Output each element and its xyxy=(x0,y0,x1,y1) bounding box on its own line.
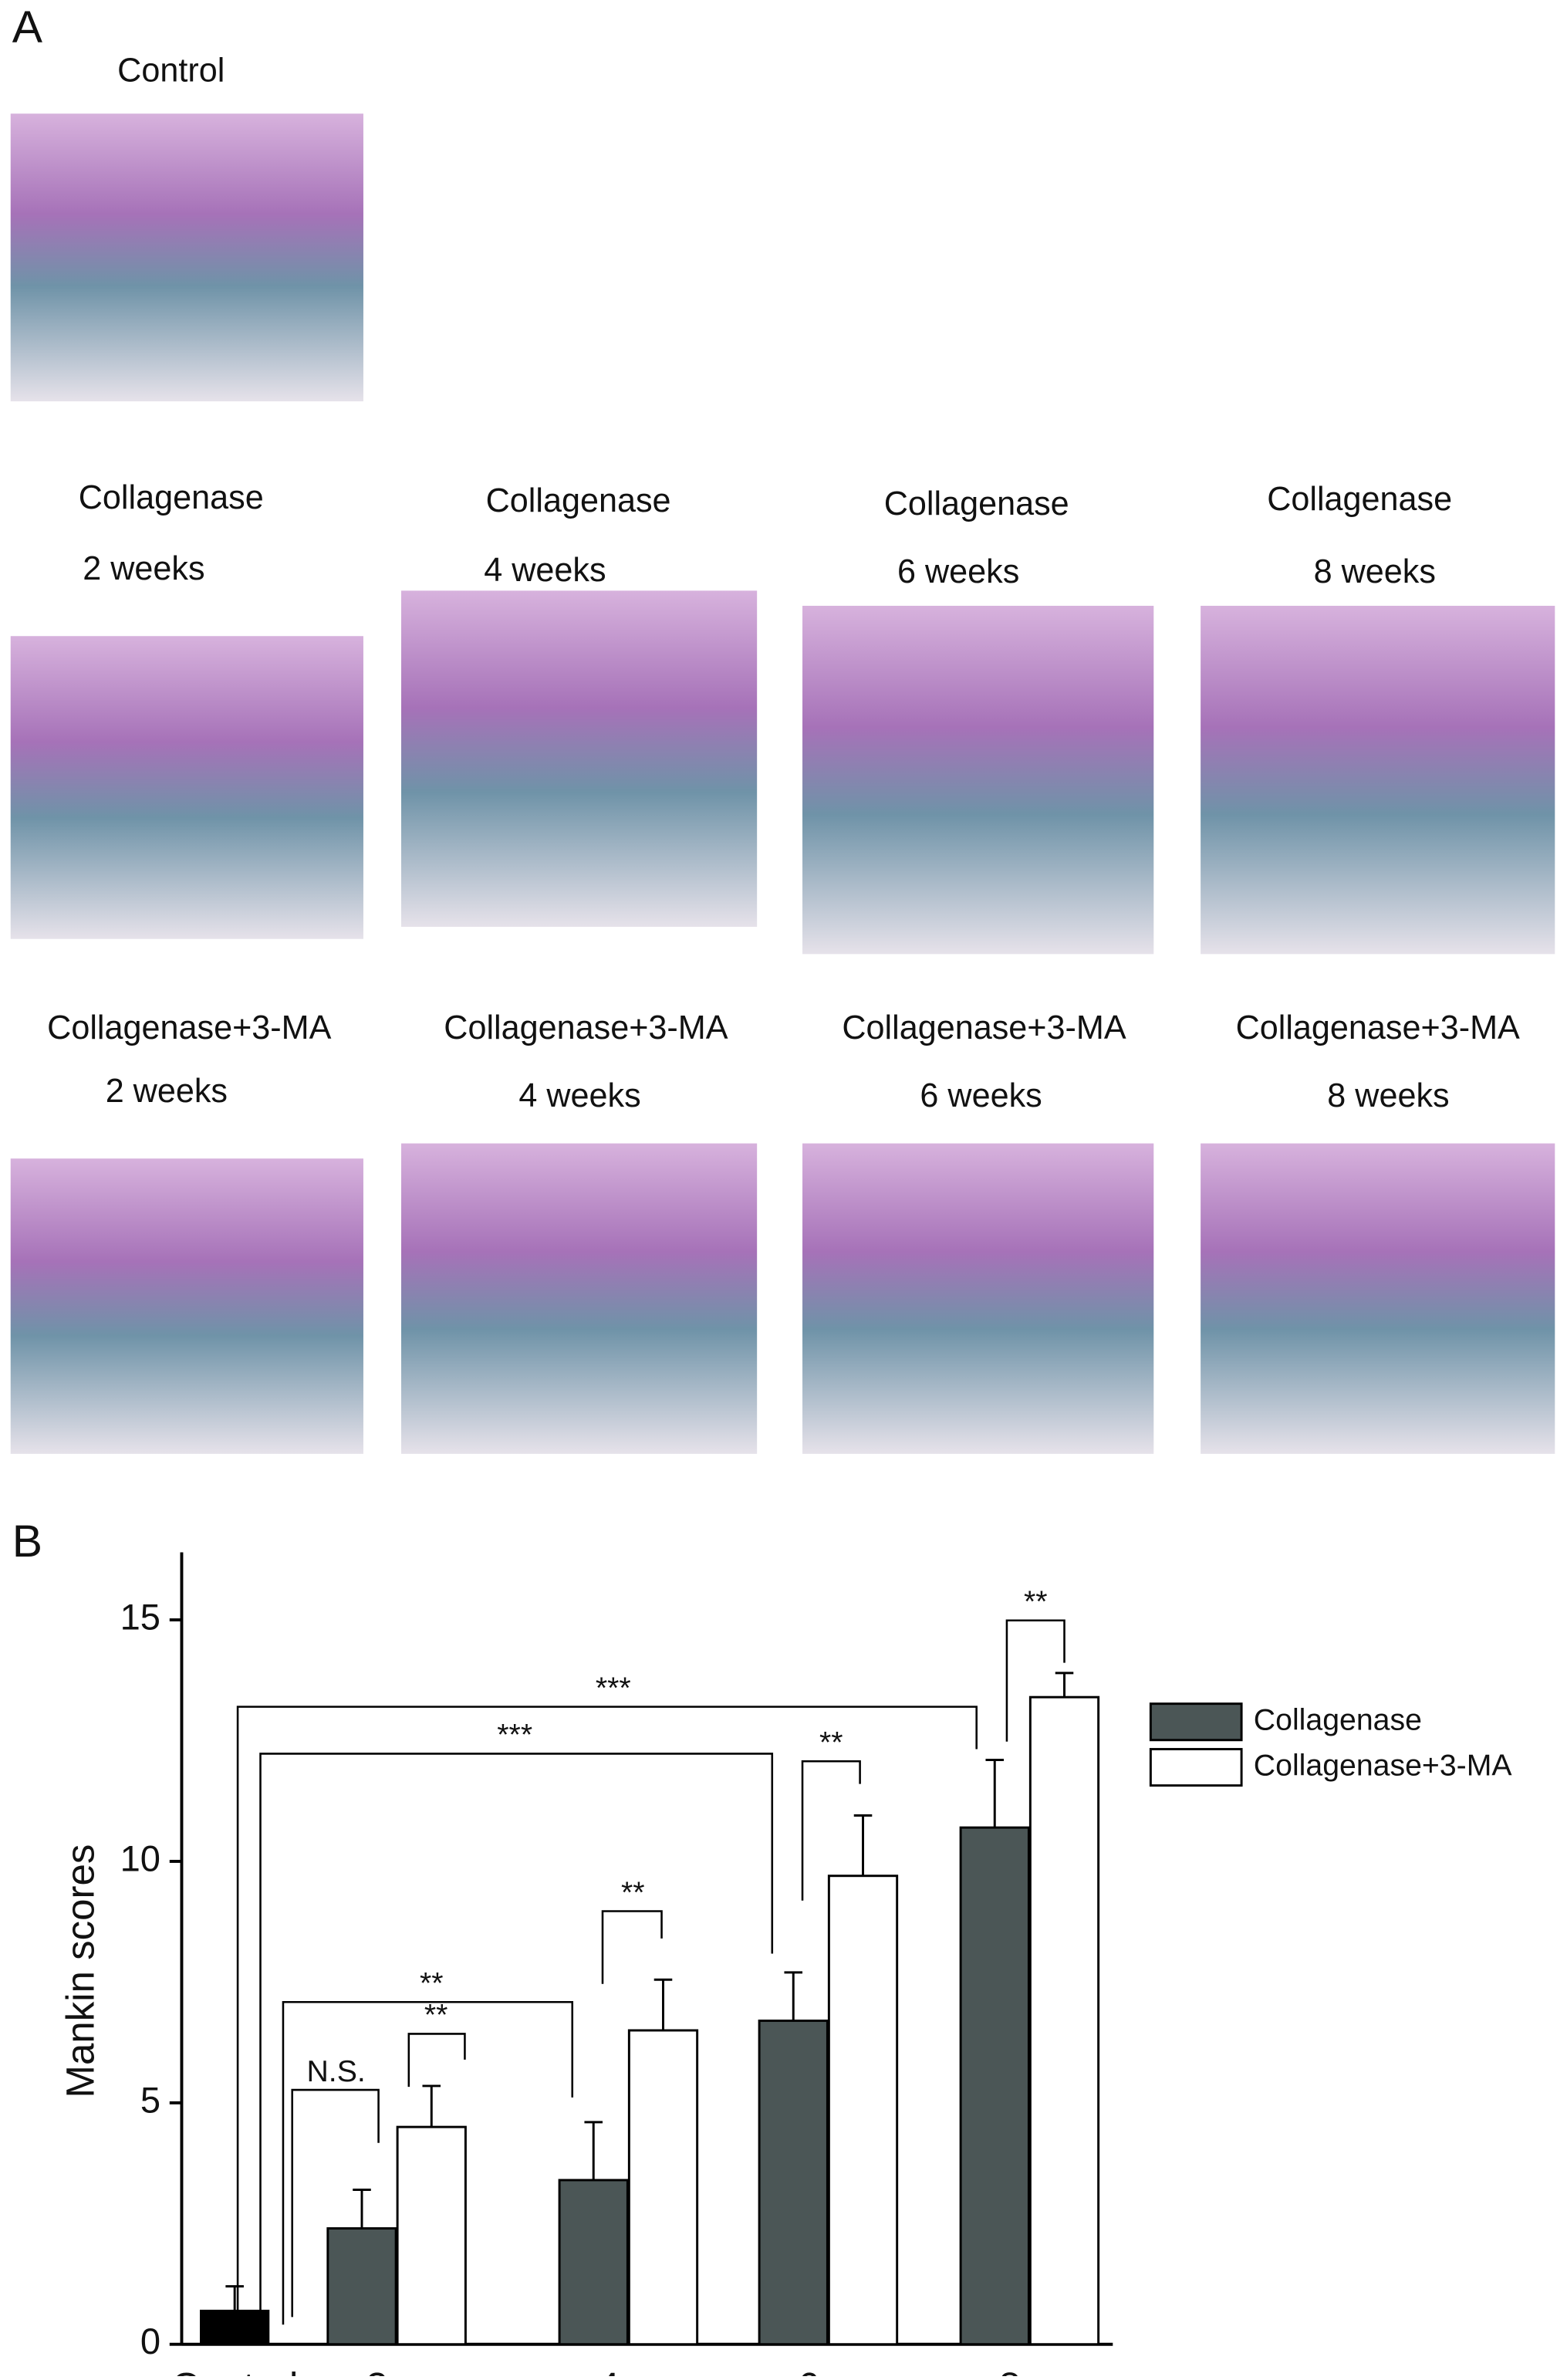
image-caption: 6 weeks xyxy=(897,553,1019,590)
y-tick-label: 0 xyxy=(140,2321,160,2361)
image-caption: Collagenase xyxy=(1267,481,1452,518)
histology-image xyxy=(401,1143,758,1454)
significance-label: ** xyxy=(1024,1585,1048,1619)
legend-label: Collagenase xyxy=(1254,1703,1422,1737)
bar xyxy=(326,2227,397,2346)
bar xyxy=(1028,1695,1100,2346)
y-tick-label: 5 xyxy=(140,2079,160,2120)
significance-bracket xyxy=(282,2000,574,2325)
image-caption: Control xyxy=(117,52,225,90)
y-axis-label: Mankin scores xyxy=(58,1844,102,2098)
panel-label: B xyxy=(12,1516,42,1567)
histology-image xyxy=(10,113,363,402)
significance-label: ** xyxy=(420,1966,444,2000)
bar xyxy=(959,1826,1030,2346)
image-caption: Collagenase xyxy=(884,485,1069,522)
significance-label: ** xyxy=(819,1726,843,1760)
legend-label: Collagenase+3-MA xyxy=(1254,1748,1513,1782)
y-tick-label: 10 xyxy=(120,1837,160,1878)
significance-bracket xyxy=(291,2088,380,2317)
significance-bracket xyxy=(236,1706,978,2325)
bar xyxy=(396,2125,467,2346)
significance-bracket xyxy=(1005,1619,1065,1742)
image-caption: 2 weeks xyxy=(83,550,204,587)
panel-label: A xyxy=(12,2,43,52)
histology-image xyxy=(802,1143,1154,1454)
significance-label: *** xyxy=(596,1671,631,1705)
image-caption: 4 weeks xyxy=(484,552,606,589)
image-caption: 4 weeks xyxy=(518,1077,640,1114)
x-tick-label: 6 w xyxy=(798,2365,859,2376)
image-caption: 2 weeks xyxy=(106,1073,228,1110)
image-caption: 8 weeks xyxy=(1314,553,1436,590)
bar xyxy=(827,1875,899,2346)
histology-image xyxy=(1201,1143,1555,1454)
bar xyxy=(558,2179,629,2346)
histology-image xyxy=(802,605,1154,955)
histology-image xyxy=(10,636,363,939)
x-tick-label: 8 w xyxy=(999,2365,1061,2376)
histology-image xyxy=(10,1158,363,1454)
significance-label: *** xyxy=(497,1718,532,1752)
significance-bracket xyxy=(801,1760,861,1901)
image-caption: 8 weeks xyxy=(1327,1077,1449,1114)
image-caption: Collagenase xyxy=(486,482,671,519)
significance-label: ** xyxy=(424,1998,448,2032)
image-caption: Collagenase+3-MA xyxy=(1236,1009,1520,1046)
legend-swatch xyxy=(1149,1702,1243,1742)
x-tick-label: 2 w xyxy=(366,2365,427,2376)
image-caption: Collagenase+3-MA xyxy=(47,1009,331,1046)
significance-bracket xyxy=(601,1910,663,1984)
x-tick-label: 4 w xyxy=(598,2365,660,2376)
image-caption: Collagenase xyxy=(79,479,264,516)
bar xyxy=(200,2309,270,2345)
significance-bracket xyxy=(259,1753,774,2325)
significance-label: N.S. xyxy=(306,2054,365,2088)
histology-image xyxy=(1201,605,1555,955)
bar xyxy=(627,2029,699,2346)
y-tick-label: 15 xyxy=(120,1596,160,1637)
histology-image xyxy=(401,590,758,927)
legend-swatch xyxy=(1149,1748,1243,1787)
bar xyxy=(758,2019,829,2346)
significance-bracket xyxy=(407,2033,466,2088)
image-caption: 6 weeks xyxy=(920,1077,1042,1114)
x-tick-label: Control xyxy=(171,2365,298,2376)
image-caption: Collagenase+3-MA xyxy=(842,1009,1126,1046)
significance-label: ** xyxy=(621,1875,645,1909)
image-caption: Collagenase+3-MA xyxy=(444,1009,728,1046)
